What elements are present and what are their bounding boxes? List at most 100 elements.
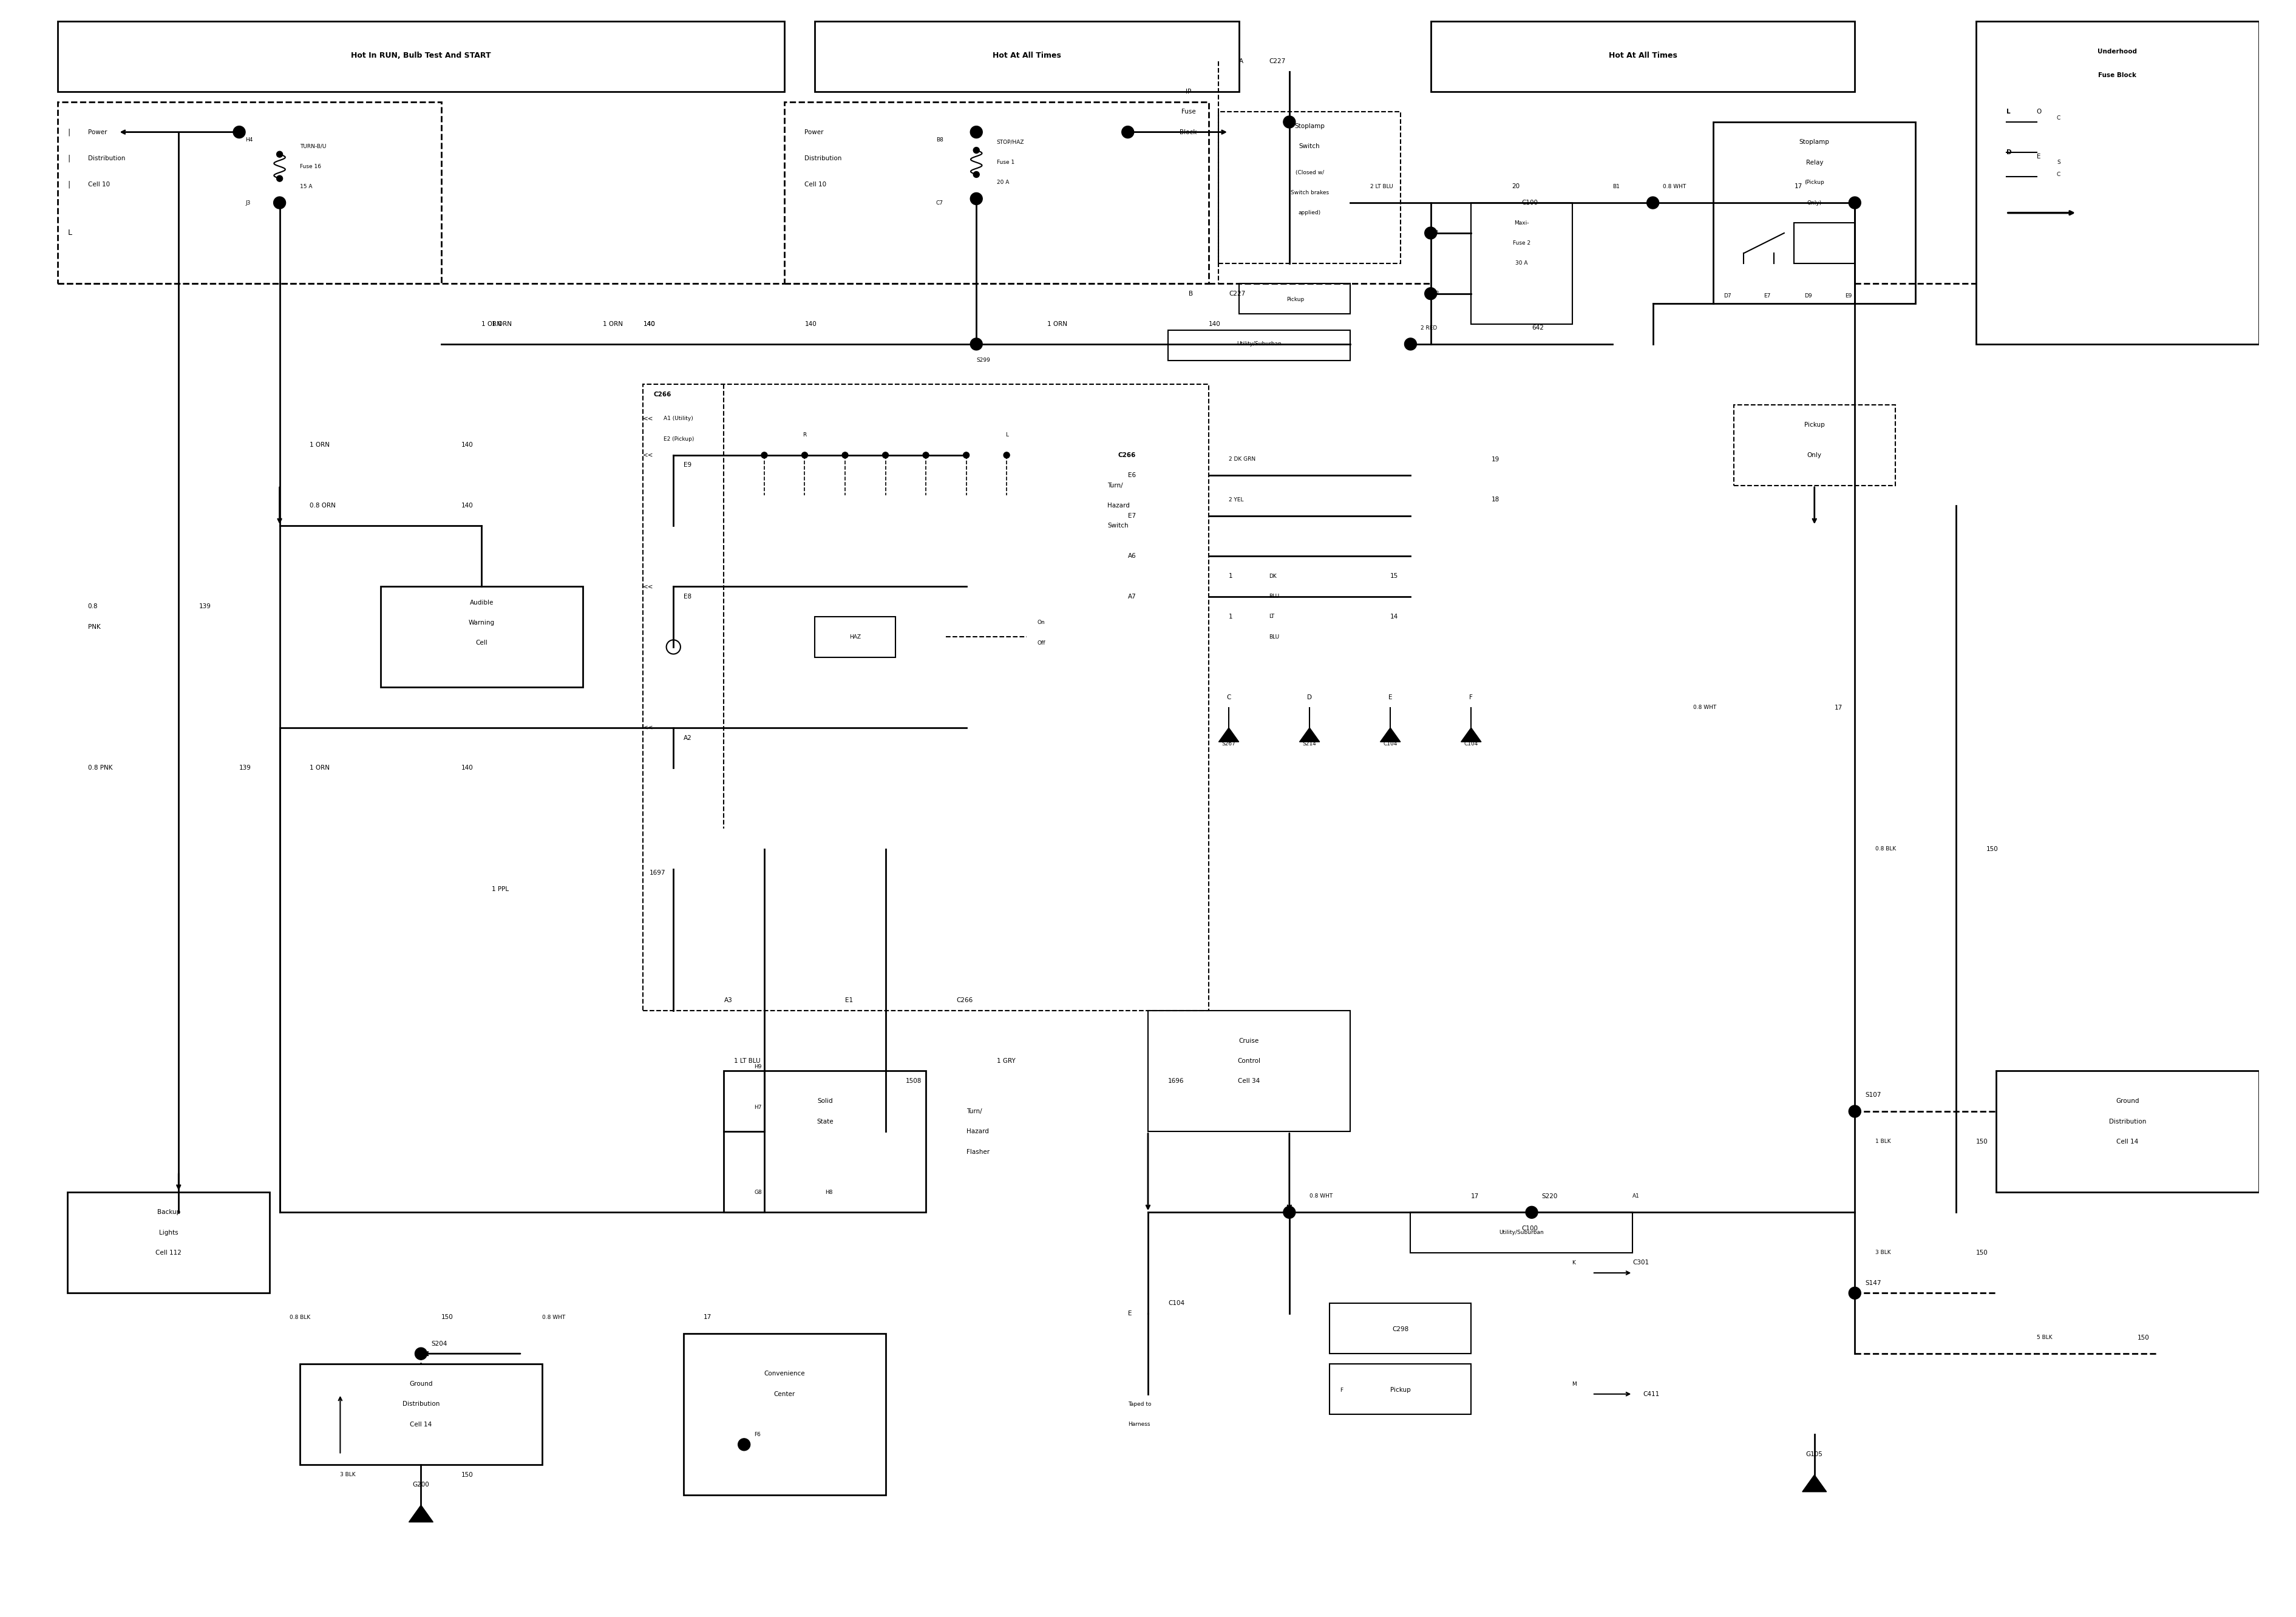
- Text: H4: H4: [246, 137, 253, 142]
- Text: 20: 20: [1511, 184, 1520, 189]
- Text: 2 RED: 2 RED: [1421, 325, 1437, 330]
- Text: A1: A1: [1632, 1193, 1639, 1198]
- Text: Distribution: Distribution: [402, 1400, 439, 1407]
- Polygon shape: [1380, 728, 1401, 742]
- Text: C411: C411: [1642, 1391, 1660, 1397]
- Bar: [1793, 223, 1855, 264]
- Text: C301: C301: [1632, 1260, 1649, 1266]
- Text: 1: 1: [1228, 574, 1233, 579]
- Text: S267: S267: [1221, 741, 1235, 747]
- Bar: [381, 587, 583, 687]
- Text: 1 ORN: 1 ORN: [491, 320, 512, 327]
- Text: E6: E6: [1127, 472, 1137, 479]
- Text: 139: 139: [200, 603, 211, 610]
- Text: Power: Power: [804, 129, 824, 136]
- Text: DK: DK: [1270, 574, 1277, 579]
- Text: A3: A3: [723, 998, 732, 1004]
- Text: N2: N2: [1430, 230, 1437, 236]
- Text: LT: LT: [1270, 614, 1274, 619]
- Circle shape: [843, 453, 847, 458]
- Text: Flasher: Flasher: [967, 1148, 990, 1155]
- Bar: [1430, 21, 1855, 92]
- Text: 1 ORN: 1 ORN: [604, 320, 622, 327]
- Text: E7: E7: [1763, 293, 1770, 299]
- Text: Turn/: Turn/: [967, 1108, 983, 1114]
- Text: 1 ORN: 1 ORN: [482, 320, 501, 327]
- Text: K: K: [1573, 1260, 1575, 1266]
- Text: S204: S204: [432, 1340, 448, 1347]
- Text: IP: IP: [1185, 89, 1192, 95]
- Polygon shape: [1219, 728, 1240, 742]
- Text: Pickup: Pickup: [1286, 298, 1304, 302]
- Text: Harness: Harness: [1127, 1421, 1150, 1428]
- Text: Relay: Relay: [1805, 160, 1823, 165]
- Bar: [57, 102, 441, 283]
- Text: Ground: Ground: [2117, 1098, 2140, 1104]
- Text: Fuse: Fuse: [1180, 108, 1196, 115]
- Text: Convenience: Convenience: [765, 1371, 806, 1378]
- Text: M: M: [1573, 1381, 1577, 1387]
- Text: E9: E9: [684, 462, 691, 469]
- Text: State: State: [817, 1119, 833, 1124]
- Bar: [1733, 404, 1894, 485]
- Polygon shape: [1802, 1475, 1828, 1492]
- Text: Cruise: Cruise: [1240, 1038, 1258, 1043]
- Text: 150: 150: [461, 1471, 473, 1478]
- Text: 2 YEL: 2 YEL: [1228, 496, 1244, 503]
- Text: 150: 150: [1977, 1138, 1988, 1145]
- Text: C104: C104: [1382, 741, 1398, 747]
- Text: C266: C266: [654, 391, 670, 398]
- Text: C: C: [2057, 171, 2060, 178]
- Text: Fuse Block: Fuse Block: [2099, 73, 2138, 79]
- Bar: [1240, 283, 1350, 314]
- Text: 0.8 BLK: 0.8 BLK: [1876, 846, 1896, 852]
- Bar: [1472, 202, 1573, 323]
- Circle shape: [1405, 338, 1417, 351]
- Circle shape: [971, 126, 983, 137]
- Text: D: D: [2007, 149, 2011, 155]
- Circle shape: [416, 1347, 427, 1360]
- Text: E2 (Pickup): E2 (Pickup): [664, 437, 693, 441]
- Text: C266: C266: [955, 998, 974, 1004]
- Text: 0.8 PNK: 0.8 PNK: [87, 765, 113, 771]
- Text: G105: G105: [1807, 1452, 1823, 1457]
- Text: 150: 150: [441, 1315, 452, 1321]
- Text: 15: 15: [1391, 574, 1398, 579]
- Circle shape: [971, 338, 983, 351]
- Text: 1 ORN: 1 ORN: [1047, 320, 1068, 327]
- Text: A7: A7: [1127, 593, 1137, 600]
- Text: Solid: Solid: [817, 1098, 833, 1104]
- Text: 1 ORN: 1 ORN: [310, 441, 331, 448]
- Text: S107: S107: [1864, 1091, 1880, 1098]
- Text: BLU: BLU: [1270, 634, 1279, 640]
- Bar: [1410, 1213, 1632, 1253]
- Circle shape: [801, 453, 808, 458]
- Text: R: R: [804, 432, 806, 438]
- Text: J3: J3: [246, 201, 250, 205]
- Text: |: |: [67, 154, 71, 162]
- Text: 140: 140: [461, 441, 473, 448]
- Text: Utility/Suburban: Utility/Suburban: [1238, 341, 1281, 346]
- Bar: [1169, 330, 1350, 361]
- Text: Pickup: Pickup: [1389, 1387, 1410, 1394]
- Bar: [815, 21, 1240, 92]
- Text: Cell 112: Cell 112: [156, 1250, 181, 1256]
- Text: <<: <<: [643, 453, 654, 458]
- Text: C104: C104: [1169, 1300, 1185, 1307]
- Text: 1 GRY: 1 GRY: [996, 1058, 1015, 1064]
- Text: Switch: Switch: [1107, 522, 1130, 529]
- Bar: [684, 1334, 886, 1496]
- Text: 5 BLK: 5 BLK: [2037, 1334, 2053, 1340]
- Text: TURN-B/U: TURN-B/U: [301, 144, 326, 149]
- Text: 30 A: 30 A: [1515, 260, 1527, 267]
- Text: Warning: Warning: [468, 619, 494, 626]
- Circle shape: [1426, 288, 1437, 299]
- Bar: [1219, 112, 1401, 264]
- Text: 2 LT BLU: 2 LT BLU: [1371, 184, 1394, 189]
- Text: E9: E9: [1844, 293, 1851, 299]
- Text: F: F: [1341, 1387, 1343, 1392]
- Text: Switch brakes: Switch brakes: [1290, 189, 1329, 196]
- Text: 19: 19: [1492, 456, 1499, 462]
- Text: Distribution: Distribution: [2108, 1119, 2147, 1124]
- Circle shape: [1848, 197, 1860, 209]
